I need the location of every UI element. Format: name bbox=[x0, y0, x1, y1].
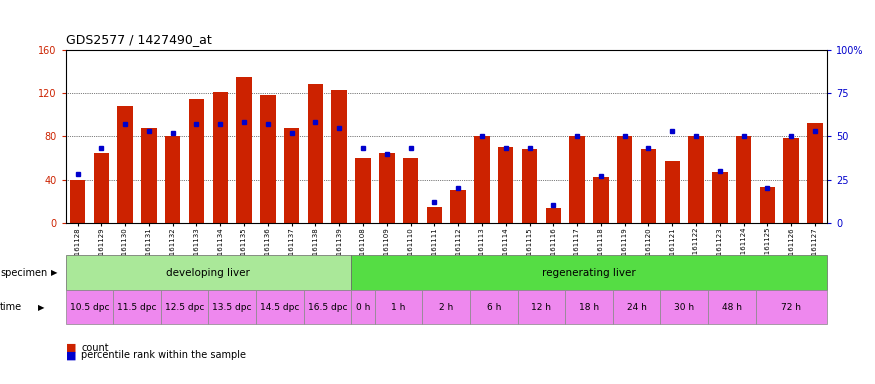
Text: 12 h: 12 h bbox=[531, 303, 551, 312]
Text: 1 h: 1 h bbox=[391, 303, 406, 312]
Text: 18 h: 18 h bbox=[579, 303, 599, 312]
Bar bbox=[760, 187, 775, 223]
Bar bbox=[284, 128, 299, 223]
Bar bbox=[755, 290, 827, 324]
Bar bbox=[423, 290, 470, 324]
Text: 48 h: 48 h bbox=[722, 303, 742, 312]
Bar bbox=[66, 290, 113, 324]
Bar bbox=[546, 208, 561, 223]
Text: 13.5 dpc: 13.5 dpc bbox=[213, 303, 252, 312]
Bar bbox=[593, 177, 609, 223]
Bar bbox=[640, 149, 656, 223]
Bar bbox=[374, 290, 423, 324]
Bar bbox=[208, 290, 256, 324]
Bar bbox=[736, 136, 752, 223]
Bar bbox=[351, 255, 827, 290]
Text: 2 h: 2 h bbox=[439, 303, 453, 312]
Bar bbox=[161, 290, 208, 324]
Bar bbox=[451, 190, 466, 223]
Bar bbox=[66, 255, 351, 290]
Text: 0 h: 0 h bbox=[356, 303, 370, 312]
Text: specimen: specimen bbox=[0, 268, 47, 278]
Bar bbox=[474, 136, 490, 223]
Bar bbox=[498, 147, 514, 223]
Text: ■: ■ bbox=[66, 343, 76, 353]
Text: 11.5 dpc: 11.5 dpc bbox=[117, 303, 157, 312]
Text: 24 h: 24 h bbox=[626, 303, 647, 312]
Text: ▶: ▶ bbox=[51, 268, 57, 277]
Bar bbox=[522, 149, 537, 223]
Text: ■: ■ bbox=[66, 350, 76, 360]
Bar bbox=[304, 290, 351, 324]
Bar bbox=[661, 290, 708, 324]
Bar bbox=[94, 152, 109, 223]
Bar bbox=[165, 136, 180, 223]
Bar bbox=[708, 290, 755, 324]
Bar bbox=[213, 92, 228, 223]
Text: GDS2577 / 1427490_at: GDS2577 / 1427490_at bbox=[66, 33, 212, 46]
Bar bbox=[379, 152, 395, 223]
Bar bbox=[117, 106, 133, 223]
Bar bbox=[236, 77, 252, 223]
Bar bbox=[565, 290, 612, 324]
Bar bbox=[470, 290, 518, 324]
Text: time: time bbox=[0, 302, 22, 312]
Bar bbox=[783, 139, 799, 223]
Bar bbox=[689, 136, 704, 223]
Text: 6 h: 6 h bbox=[487, 303, 501, 312]
Text: ▶: ▶ bbox=[38, 303, 44, 312]
Text: percentile rank within the sample: percentile rank within the sample bbox=[81, 350, 247, 360]
Bar bbox=[141, 128, 157, 223]
Text: count: count bbox=[81, 343, 109, 353]
Bar bbox=[617, 136, 633, 223]
Text: developing liver: developing liver bbox=[166, 268, 250, 278]
Bar bbox=[70, 180, 85, 223]
Bar bbox=[808, 123, 822, 223]
Text: regenerating liver: regenerating liver bbox=[542, 268, 636, 278]
Bar bbox=[256, 290, 304, 324]
Text: 14.5 dpc: 14.5 dpc bbox=[260, 303, 299, 312]
Text: 30 h: 30 h bbox=[674, 303, 694, 312]
Bar bbox=[260, 95, 276, 223]
Bar bbox=[612, 290, 661, 324]
Text: 12.5 dpc: 12.5 dpc bbox=[164, 303, 204, 312]
Bar bbox=[402, 158, 418, 223]
Bar bbox=[308, 84, 323, 223]
Bar bbox=[355, 158, 371, 223]
Text: 16.5 dpc: 16.5 dpc bbox=[307, 303, 347, 312]
Bar bbox=[113, 290, 161, 324]
Bar bbox=[518, 290, 565, 324]
Bar bbox=[332, 90, 346, 223]
Bar bbox=[427, 207, 442, 223]
Bar bbox=[712, 172, 727, 223]
Bar bbox=[664, 161, 680, 223]
Text: 10.5 dpc: 10.5 dpc bbox=[70, 303, 109, 312]
Bar bbox=[570, 136, 584, 223]
Bar bbox=[189, 99, 204, 223]
Bar bbox=[351, 290, 374, 324]
Text: 72 h: 72 h bbox=[781, 303, 802, 312]
